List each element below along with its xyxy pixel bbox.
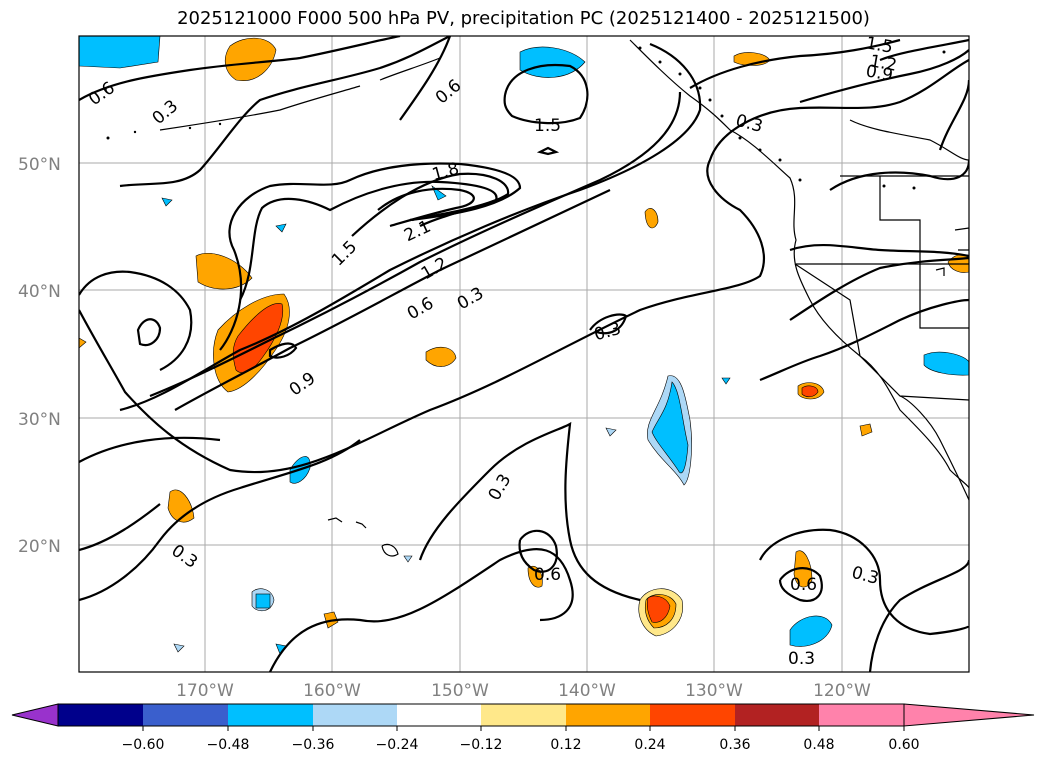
- colorbar-tick-label: 0.12: [550, 737, 581, 753]
- colorbar-segment: [143, 704, 228, 726]
- colorbar-tick-label: −0.36: [292, 737, 335, 753]
- colorbar-segment: [650, 704, 735, 726]
- colorbar: −0.60 −0.48 −0.36 −0.24 −0.12 0.12 0.24 …: [11, 703, 1035, 753]
- lon-label: 140°W: [558, 681, 616, 701]
- colorbar-extend-high: [903, 703, 1035, 727]
- colorbar-tick-label: 0.48: [803, 737, 834, 753]
- lat-label: 50°N: [18, 155, 61, 175]
- lat-label: 20°N: [18, 537, 61, 557]
- islands: [106, 46, 946, 190]
- colorbar-segment: [566, 704, 650, 726]
- graticule: [79, 36, 969, 672]
- precip-negative-areas: [79, 36, 969, 655]
- lat-label: 40°N: [18, 282, 61, 302]
- contour-label: 0.9: [864, 61, 894, 85]
- colorbar-tick-label: −0.24: [376, 737, 419, 753]
- lon-label: 130°W: [685, 681, 743, 701]
- map-title: 2025121000 F000 500 hPa PV, precipitatio…: [177, 8, 870, 29]
- contour-label: 0.3: [788, 649, 815, 669]
- colorbar-tick-label: −0.48: [207, 737, 250, 753]
- colorbar-segment: [228, 704, 313, 726]
- colorbar-segment: [397, 704, 481, 726]
- colorbar-segment: [735, 704, 819, 726]
- lon-label: 160°W: [303, 681, 361, 701]
- colorbar-segment: [58, 704, 143, 726]
- colorbar-tick-label: −0.60: [122, 737, 165, 753]
- coastlines: [159, 39, 969, 557]
- colorbar-tick-label: −0.12: [460, 737, 503, 753]
- lon-label: 120°W: [813, 681, 871, 701]
- colorbar-segment: [313, 704, 397, 726]
- colorbar-tick-label: 0.36: [719, 737, 750, 753]
- contour-label: 1.5: [864, 33, 894, 57]
- contour-label: 1.2: [868, 51, 898, 75]
- colorbar-extend-low: [11, 703, 59, 727]
- pv-contours: [79, 36, 969, 672]
- lon-labels: 170°W 160°W 150°W 140°W 130°W 120°W: [176, 681, 871, 701]
- colorbar-tick-label: 0.24: [634, 737, 665, 753]
- map-area: [79, 36, 969, 672]
- contour-label: 0.6: [790, 575, 817, 595]
- lat-labels: 50°N 40°N 30°N 20°N: [18, 155, 61, 557]
- precip-positive-areas: [79, 37, 969, 637]
- lat-label: 30°N: [18, 410, 61, 430]
- contour-label: 0.6: [534, 565, 561, 585]
- lon-label: 150°W: [431, 681, 489, 701]
- lon-label: 170°W: [176, 681, 234, 701]
- colorbar-segment: [819, 704, 904, 726]
- colorbar-segment: [481, 704, 566, 726]
- contour-label: 1.5: [534, 116, 561, 136]
- map-border: [78, 35, 970, 673]
- colorbar-tick-label: 0.60: [888, 737, 919, 753]
